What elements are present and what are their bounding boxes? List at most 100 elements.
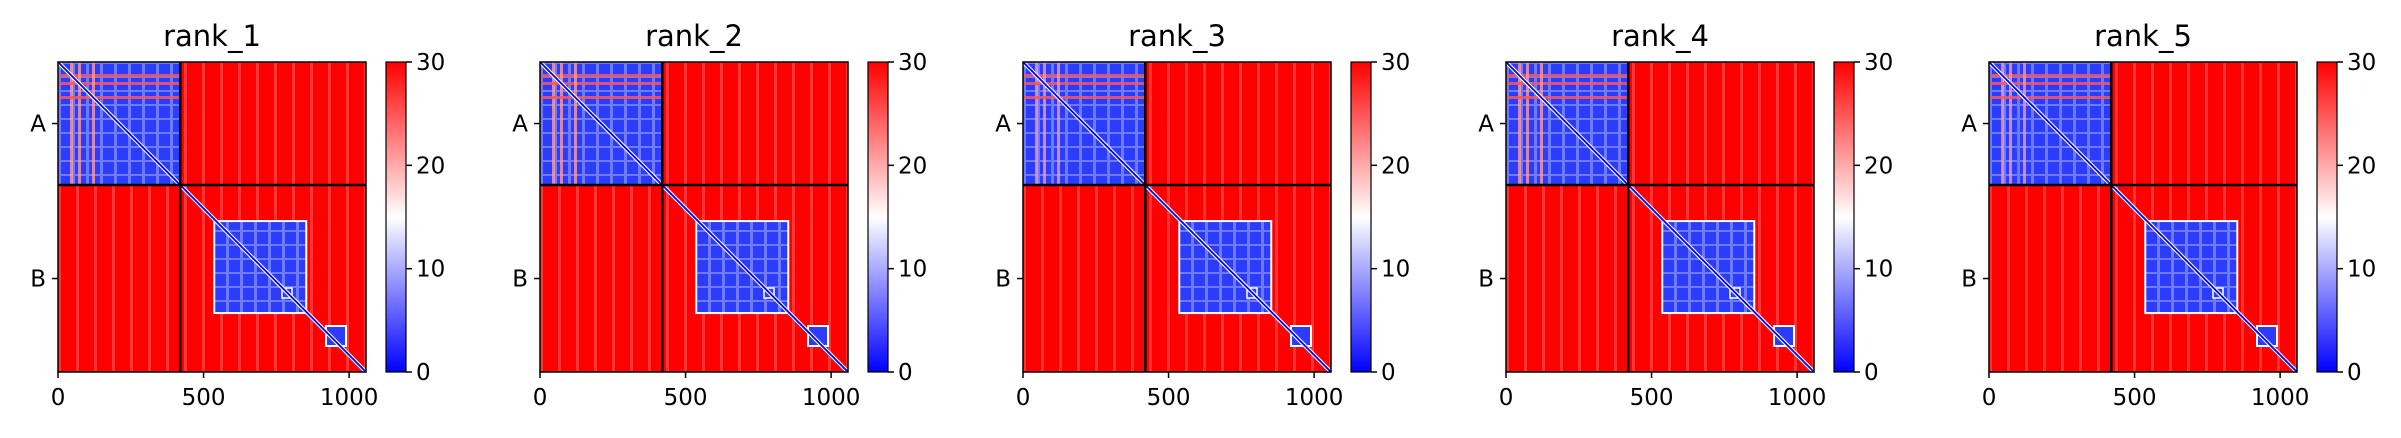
diagonal — [1022, 61, 1332, 373]
colorbar-gradient — [1833, 61, 1855, 373]
colorbar-tick-label: 0 — [1381, 360, 1396, 386]
heatmap-panel-5: rank_5 A B 0 500 1000 0 10 20 30 — [1961, 19, 2376, 411]
block-a-a-col-0 — [1035, 62, 1038, 186]
diagonal — [57, 61, 367, 373]
block-a-a-col-0 — [1518, 62, 1521, 186]
colorbar: 0 10 20 30 — [385, 50, 445, 386]
y-tick-label: A — [512, 112, 528, 138]
diagonal — [1505, 61, 1815, 373]
diagonal — [539, 61, 849, 373]
block-a-a-col-1 — [560, 62, 563, 186]
block-a-a-row-1 — [1023, 82, 1146, 85]
colorbar-gradient — [1350, 61, 1372, 373]
x-tick-label: 500 — [2113, 385, 2157, 411]
y-tick-label: B — [995, 267, 1011, 293]
y-tick-label: A — [995, 112, 1011, 138]
y-tick-label: A — [1478, 112, 1494, 138]
domain-b-2 — [1773, 325, 1795, 347]
colorbar: 0 10 20 30 — [1833, 50, 1893, 386]
axes-frame — [1988, 61, 2298, 373]
colorbar-tick-label: 10 — [1864, 257, 1893, 283]
domain-b-2 — [325, 325, 347, 347]
y-tick-label: B — [1961, 267, 1977, 293]
block-a-a-row-1 — [58, 82, 181, 85]
y-tick-label: A — [30, 112, 46, 138]
block-a-a-row-0 — [1506, 74, 1629, 77]
panel-title: rank_3 — [1128, 19, 1226, 53]
y-tick-label: B — [512, 267, 528, 293]
colorbar: 0 10 20 30 — [867, 50, 927, 386]
block-a-a-row-0 — [1989, 74, 2112, 77]
block-a-a-col-0 — [552, 62, 555, 186]
y-tick-label: B — [1478, 267, 1494, 293]
colorbar-tick-label: 0 — [416, 360, 431, 386]
heatmap-panel-3: rank_3 A B 0 500 1000 0 10 20 30 — [995, 19, 1410, 411]
block-a-a-row-2 — [1023, 96, 1146, 99]
block-a-a-row-1 — [1506, 82, 1629, 85]
y-tick-label: B — [30, 267, 46, 293]
heatmap-panel-2: rank_2 A B 0 500 1000 0 10 20 30 — [512, 19, 927, 411]
block-a-a-row-2 — [540, 96, 663, 99]
block-a-a-col-0 — [70, 62, 73, 186]
axes-frame — [539, 61, 849, 373]
domain-b-2 — [1290, 325, 1312, 347]
block-a-a-col-1 — [78, 62, 81, 186]
colorbar-tick-label: 20 — [1864, 153, 1893, 179]
x-tick-label: 1000 — [1768, 385, 1827, 411]
colorbar-tick-label: 20 — [2347, 153, 2376, 179]
x-tick-label: 0 — [1016, 385, 1031, 411]
block-a-a-col-2 — [1540, 62, 1543, 186]
block-a-a-col-2 — [574, 62, 577, 186]
colorbar: 0 10 20 30 — [2316, 50, 2376, 386]
diagonal — [1988, 61, 2298, 373]
colorbar-gradient — [385, 61, 407, 373]
domain-b-2 — [2256, 325, 2278, 347]
x-tick-label: 500 — [1147, 385, 1191, 411]
colorbar-tick-label: 10 — [898, 257, 927, 283]
colorbar-tick-label: 20 — [1381, 153, 1410, 179]
colorbar-gradient — [2316, 61, 2338, 373]
axes-frame — [1505, 61, 1815, 373]
panel-title: rank_5 — [2094, 19, 2192, 53]
colorbar-tick-label: 20 — [416, 153, 445, 179]
x-tick-label: 0 — [51, 385, 66, 411]
colorbar-tick-label: 0 — [1864, 360, 1879, 386]
colorbar-tick-label: 0 — [898, 360, 913, 386]
colorbar-tick-label: 20 — [898, 153, 927, 179]
x-tick-label: 1000 — [802, 385, 861, 411]
x-tick-label: 500 — [182, 385, 226, 411]
axes-frame — [57, 61, 367, 373]
block-a-a-row-2 — [1506, 96, 1629, 99]
block-a-a-col-2 — [92, 62, 95, 186]
block-a-a-row-1 — [540, 82, 663, 85]
block-a-a-row-0 — [1023, 74, 1146, 77]
heatmap-panel-1: rank_1 A B 0 500 1000 0 10 20 30 — [30, 19, 445, 411]
colorbar-tick-label: 30 — [1864, 50, 1893, 76]
x-tick-label: 0 — [1499, 385, 1514, 411]
y-tick-label: A — [1961, 112, 1977, 138]
block-a-a-col-0 — [2001, 62, 2004, 186]
x-tick-label: 0 — [1982, 385, 1997, 411]
block-a-a-row-1 — [1989, 82, 2112, 85]
block-a-a-row-0 — [540, 74, 663, 77]
block-a-a-col-2 — [1057, 62, 1060, 186]
colorbar-tick-label: 10 — [2347, 257, 2376, 283]
colorbar-tick-label: 30 — [898, 50, 927, 76]
x-tick-label: 500 — [664, 385, 708, 411]
block-a-a-col-1 — [2009, 62, 2012, 186]
block-a-a-col-1 — [1526, 62, 1529, 186]
colorbar-tick-label: 0 — [2347, 360, 2362, 386]
colorbar-tick-label: 10 — [1381, 257, 1410, 283]
panel-title: rank_1 — [163, 19, 261, 53]
block-a-a-col-1 — [1043, 62, 1046, 186]
x-tick-label: 1000 — [320, 385, 379, 411]
axes-frame — [1022, 61, 1332, 373]
block-a-a-row-2 — [58, 96, 181, 99]
colorbar-tick-label: 30 — [2347, 50, 2376, 76]
colorbar-tick-label: 30 — [1381, 50, 1410, 76]
block-a-a-row-2 — [1989, 96, 2112, 99]
colorbar-gradient — [867, 61, 889, 373]
colorbar: 0 10 20 30 — [1350, 50, 1410, 386]
x-tick-label: 0 — [533, 385, 548, 411]
